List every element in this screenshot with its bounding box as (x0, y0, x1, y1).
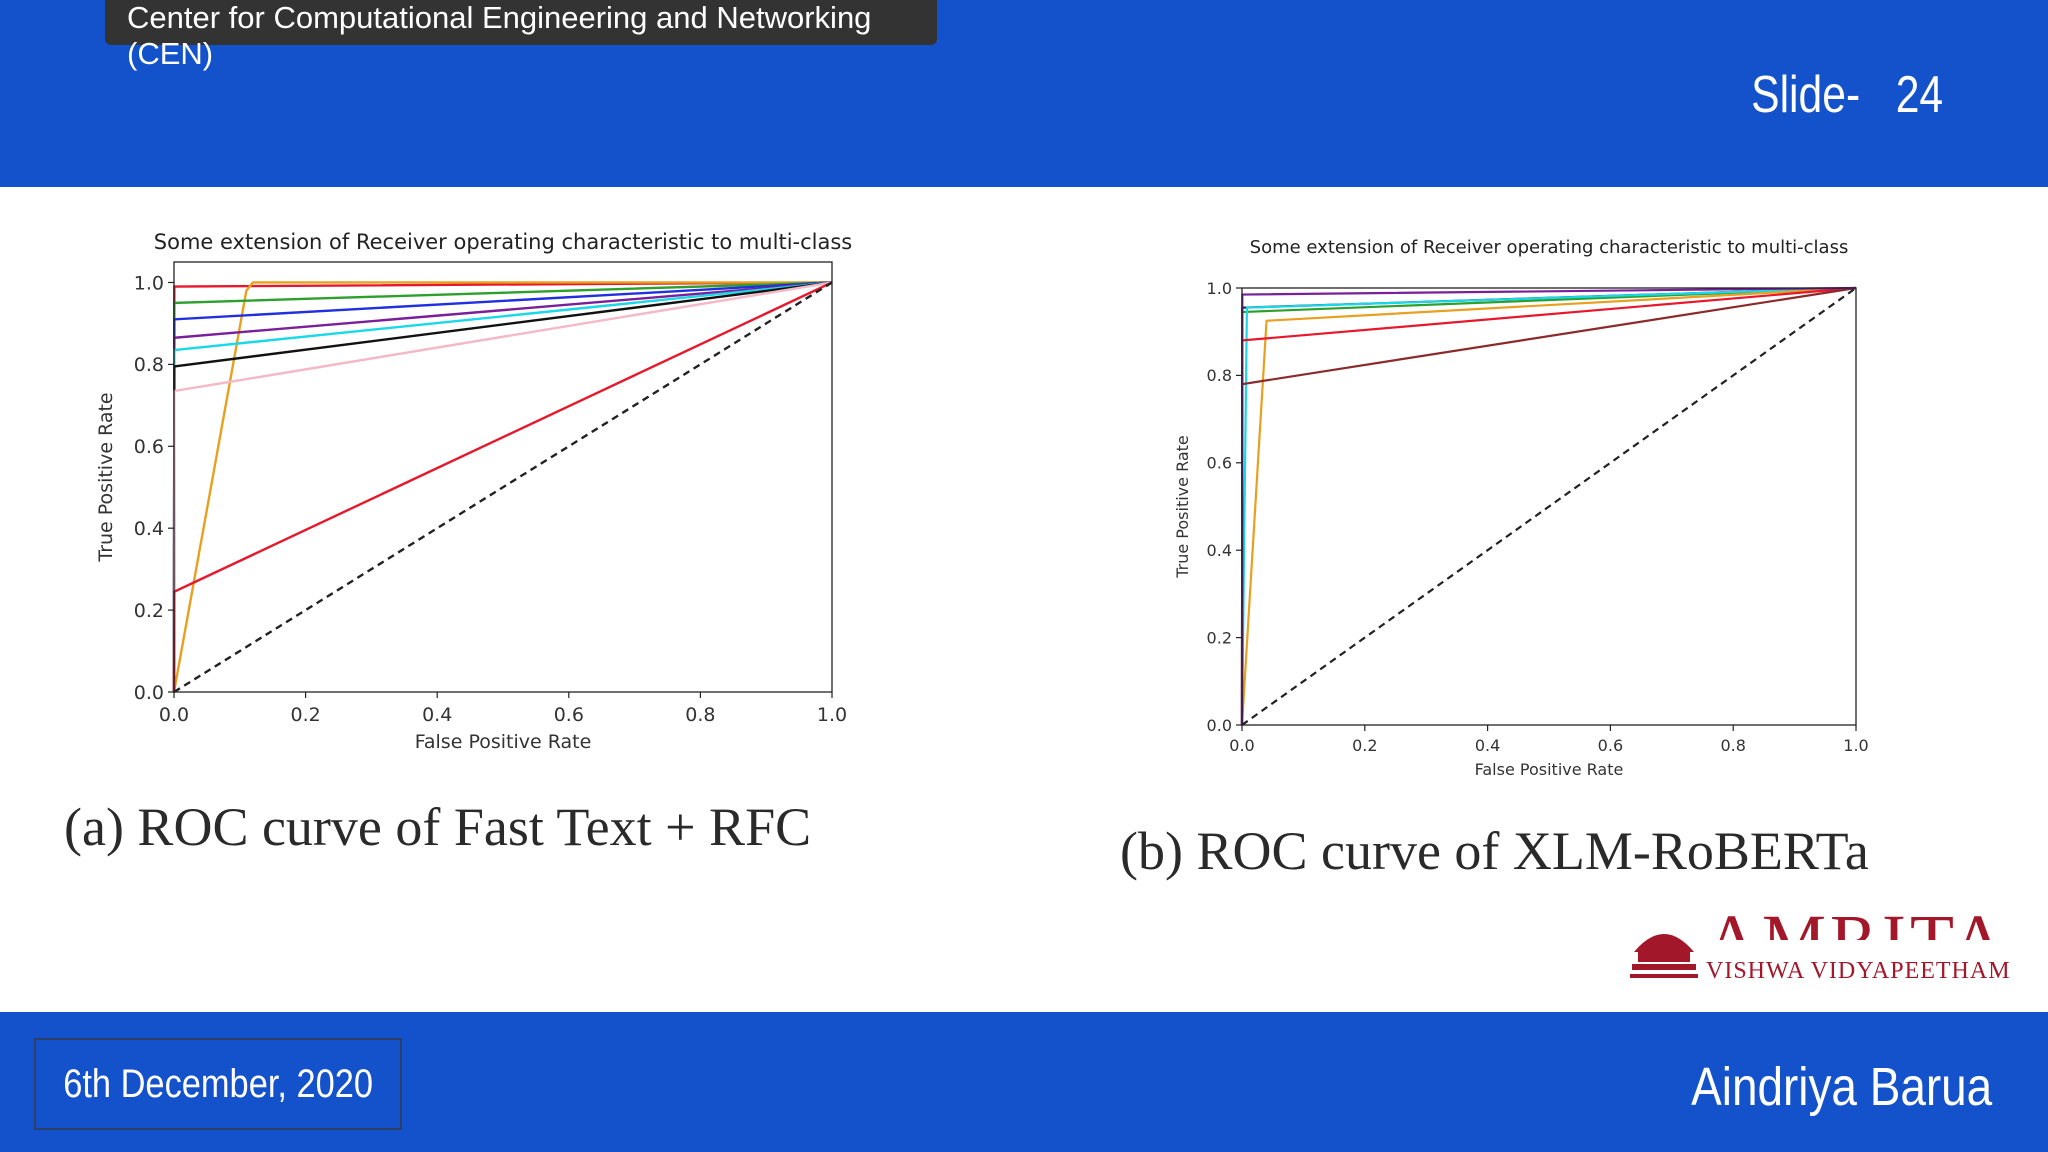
emblem-icon (1630, 934, 1698, 978)
y-axis-label: True Positive Rate (95, 392, 117, 562)
author-name: Aindriya Barua (1690, 1057, 1992, 1117)
y-tick-label: 0.0 (1207, 716, 1232, 735)
y-tick-label: 0.2 (1207, 628, 1232, 647)
x-axis-label: False Positive Rate (415, 731, 592, 753)
date-box: 6th December, 2020 (34, 1038, 402, 1130)
x-tick-label: 0.2 (290, 704, 320, 726)
caption-b: (b) ROC curve of XLM-RoBERTa (1120, 821, 1869, 881)
x-tick-label: 0.4 (422, 704, 452, 726)
chart-title: Some extension of Receiver operating cha… (154, 230, 852, 254)
series-line-7 (1241, 287, 1857, 726)
x-tick-label: 0.6 (1598, 736, 1623, 755)
y-tick-label: 1.0 (134, 272, 164, 294)
x-tick-label: 0.0 (1229, 736, 1254, 755)
caption-a: (a) ROC curve of Fast Text + RFC (64, 797, 812, 857)
roc-chart-fasttext: Some extension of Receiver operating cha… (95, 230, 852, 753)
series-line-9 (173, 281, 833, 694)
x-tick-label: 0.8 (1720, 736, 1745, 755)
date-label: 6th December, 2020 (63, 1062, 373, 1106)
org-name-label: Center for Computational Engineering and… (105, 0, 937, 71)
y-tick-label: 0.6 (1207, 454, 1232, 473)
chart-title: Some extension of Receiver operating cha… (1250, 237, 1849, 258)
slide-number: Slide- 24 (1751, 66, 1943, 124)
x-tick-label: 0.2 (1352, 736, 1377, 755)
x-tick-label: 0.4 (1475, 736, 1500, 755)
y-axis-label: True Positive Rate (1173, 435, 1192, 579)
logo-word: AMRITA (1706, 900, 2009, 940)
x-tick-label: 0.0 (159, 704, 189, 726)
y-tick-label: 0.8 (1207, 366, 1232, 385)
series-line-2 (1240, 286, 1857, 726)
logo-subtitle: VISHWA VIDYAPEETHAM (1706, 958, 2011, 984)
plot-frame (1241, 287, 1857, 726)
y-tick-label: 0.4 (1207, 541, 1232, 560)
y-tick-label: 0.2 (134, 600, 164, 622)
y-tick-label: 1.0 (1207, 279, 1232, 298)
series-line-3 (1240, 286, 1857, 726)
y-tick-label: 0.0 (134, 682, 164, 704)
plot-frame (173, 261, 833, 693)
roc-chart-xlmroberta: Some extension of Receiver operating cha… (1173, 237, 1869, 779)
x-tick-label: 0.6 (554, 704, 584, 726)
y-tick-label: 0.4 (134, 518, 164, 540)
amrita-logo: AMRITA VISHWA VIDYAPEETHAM (1628, 900, 2011, 1004)
x-tick-label: 0.8 (685, 704, 715, 726)
x-axis-label: False Positive Rate (1475, 760, 1624, 779)
y-tick-label: 0.6 (134, 436, 164, 458)
x-tick-label: 1.0 (817, 704, 847, 726)
y-tick-label: 0.8 (134, 354, 164, 376)
series-line-1 (172, 281, 832, 693)
x-tick-label: 1.0 (1843, 736, 1868, 755)
